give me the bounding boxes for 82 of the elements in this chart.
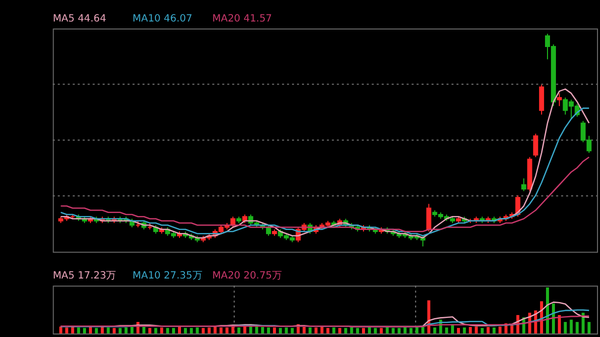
bar [392, 328, 395, 334]
bar [308, 327, 312, 334]
bar [172, 328, 176, 334]
bar [576, 322, 579, 334]
bar [118, 328, 122, 334]
bar [486, 327, 490, 334]
bar [196, 327, 199, 334]
bar [480, 328, 484, 334]
bar [338, 328, 342, 334]
bar [202, 328, 205, 334]
bar [552, 304, 555, 334]
bar [65, 327, 68, 334]
candlestick [521, 178, 526, 192]
bar [237, 327, 240, 334]
bar [582, 312, 585, 334]
bar [290, 328, 294, 334]
bar [456, 328, 460, 334]
bar [166, 328, 170, 334]
bar [558, 315, 561, 334]
candlestick [556, 92, 562, 107]
bar [314, 327, 318, 334]
text: MA5 44.64 [52, 13, 106, 24]
bar [83, 328, 86, 334]
bar [94, 328, 98, 334]
bar [208, 327, 211, 334]
bar [498, 326, 502, 334]
bar [284, 327, 288, 334]
bar [231, 326, 234, 334]
bar [326, 328, 330, 334]
bar [220, 327, 223, 334]
bar [386, 327, 389, 334]
bar [320, 327, 324, 334]
bar [344, 328, 348, 334]
text: MA10 46.07 [132, 13, 192, 24]
bar [356, 328, 360, 334]
bar [160, 327, 164, 334]
bar [398, 328, 401, 334]
bar [362, 328, 365, 334]
bar [433, 327, 436, 334]
bar [190, 328, 193, 334]
bar [278, 328, 282, 334]
bar [474, 326, 478, 334]
bar [368, 327, 371, 334]
candlestick [533, 133, 538, 158]
bar [88, 327, 92, 334]
bar [445, 327, 448, 334]
bar [71, 327, 74, 334]
bar [142, 327, 146, 334]
bar [130, 327, 134, 334]
text: MA5 17.23万 [52, 270, 116, 282]
text: MA20 41.57 [212, 13, 272, 24]
candlestick [539, 84, 544, 116]
bar [267, 327, 270, 334]
bar [380, 328, 383, 334]
bar [564, 322, 567, 334]
text: MA10 27.35万 [132, 270, 202, 282]
bar [272, 327, 276, 334]
bar [106, 327, 110, 334]
bar [178, 327, 181, 334]
bar [404, 327, 407, 334]
bar [77, 327, 80, 334]
bar [124, 327, 128, 334]
bar [350, 327, 354, 334]
bar [332, 327, 336, 334]
bar [214, 326, 217, 334]
bar [261, 327, 264, 334]
text: MA20 20.75万 [212, 270, 282, 282]
bar [59, 326, 62, 334]
bar [421, 327, 424, 334]
candlestick [426, 203, 432, 232]
bar [148, 328, 152, 334]
bar [302, 327, 306, 334]
bar [409, 328, 412, 334]
bar [184, 328, 187, 334]
bar [374, 328, 377, 334]
bar [492, 327, 496, 334]
bar [462, 327, 466, 334]
bar [100, 326, 104, 334]
bar [468, 327, 472, 334]
bar [112, 328, 116, 334]
bar [588, 322, 591, 334]
bar [225, 327, 228, 334]
